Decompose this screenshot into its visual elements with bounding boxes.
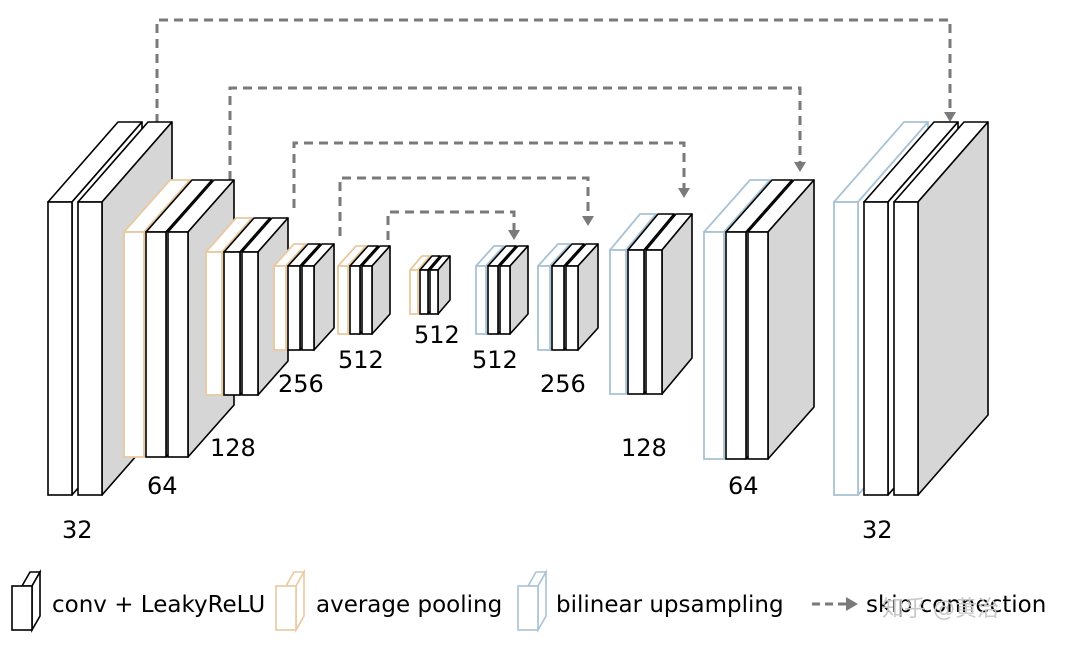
skip-connection-4 (338, 176, 594, 236)
legend: conv + LeakyReLU average pooling bilinea… (11, 568, 1046, 634)
legend-pool-label: average pooling (316, 592, 502, 618)
skip-connection-1 (155, 18, 956, 138)
channel-label-enc-1: 32 (62, 516, 93, 544)
stage-dec-1 (475, 245, 529, 335)
block-conv (499, 245, 529, 335)
block-conv (747, 179, 815, 460)
stage-dec-2 (537, 243, 599, 351)
channel-label-dec-3: 128 (621, 434, 667, 462)
channel-label-enc-3: 128 (210, 434, 256, 462)
network-stages (47, 121, 989, 496)
legend-upsample-icon (517, 568, 548, 634)
stage-enc-4 (273, 243, 335, 351)
channel-label-enc-5: 512 (338, 346, 384, 374)
skip-connection-2 (228, 86, 806, 180)
block-conv (645, 213, 693, 395)
legend-skip-icon (812, 597, 858, 611)
channel-label-dec-5: 32 (862, 516, 893, 544)
stage-enc-2 (123, 179, 235, 458)
legend-conv-icon (11, 568, 42, 634)
block-conv (565, 243, 599, 351)
block-conv (893, 121, 989, 496)
stage-dec-3 (609, 213, 693, 395)
stage-enc-3 (205, 217, 289, 396)
block-conv (361, 245, 391, 335)
skip-connection-5 (386, 210, 520, 240)
channel-label-enc-2: 64 (147, 472, 178, 500)
stage-dec-5 (833, 121, 989, 496)
stage-dec-4 (703, 179, 815, 460)
channel-label-dec-4: 64 (728, 472, 759, 500)
skip-connections (155, 18, 956, 240)
channel-label-enc-4: 256 (278, 370, 324, 398)
legend-conv-label: conv + LeakyReLU (52, 592, 265, 618)
legend-skip-label: skip connection (866, 592, 1046, 618)
stage-enc-5 (337, 245, 391, 335)
legend-pool-icon (275, 568, 306, 634)
stage-bottleneck (409, 255, 451, 315)
legend-upsample-label: bilinear upsampling (556, 592, 784, 618)
block-conv (429, 255, 451, 315)
skip-connection-3 (292, 141, 690, 208)
channel-label-dec-2: 256 (540, 370, 586, 398)
watermark: 知乎 @黄治 (882, 597, 999, 622)
stage-enc-1 (47, 121, 173, 496)
channel-label-dec-1: 512 (472, 346, 518, 374)
block-conv (301, 243, 335, 351)
channel-label-bottleneck: 512 (414, 321, 460, 349)
